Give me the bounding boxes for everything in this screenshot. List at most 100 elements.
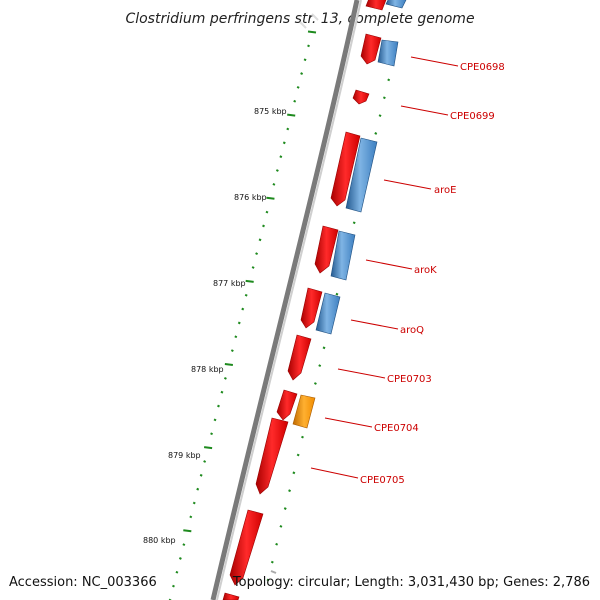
scale-label: 877 kbp — [213, 279, 246, 288]
scale-major-tick — [224, 362, 234, 366]
scale-dot — [275, 542, 279, 546]
scale-dot — [241, 307, 245, 311]
scale-dot — [288, 489, 291, 493]
gene-arrow[interactable] — [330, 131, 361, 207]
gene-arrow[interactable] — [229, 509, 264, 586]
gene-arrow[interactable] — [300, 287, 323, 329]
scale-label: 876 kbp — [234, 193, 267, 202]
gene-arrow[interactable] — [314, 225, 339, 274]
scale-dot — [210, 432, 214, 436]
scale-dot — [322, 346, 326, 350]
scale-dot — [192, 501, 196, 505]
scale-dot — [178, 557, 182, 560]
gene-label-cpe0705[interactable]: CPE0705 — [360, 475, 405, 486]
scale-label: 878 kbp — [191, 365, 224, 374]
scale-dot — [296, 453, 300, 457]
minor-marks — [270, 570, 277, 574]
blue-feature[interactable] — [385, 0, 407, 9]
scale-dot — [196, 487, 200, 491]
scale-dot — [301, 435, 304, 439]
scale-dot — [303, 58, 307, 62]
scale-dot — [378, 114, 382, 117]
gene-arrow[interactable] — [360, 33, 382, 65]
scale-dot — [244, 293, 248, 297]
scale-dot — [279, 525, 283, 528]
scale-dot — [282, 141, 286, 145]
scale-dot — [374, 132, 378, 135]
gene-arrow[interactable] — [222, 592, 240, 600]
blue-feature[interactable] — [345, 137, 378, 213]
scale-dot — [223, 376, 227, 380]
scale-dot — [234, 335, 238, 339]
gene-arrow[interactable] — [365, 0, 387, 11]
scale-dot — [265, 210, 269, 214]
scale-dot — [352, 221, 356, 225]
scale-label: 875 kbp — [254, 107, 287, 116]
gene-arrow[interactable] — [352, 89, 370, 105]
scale-dot — [189, 515, 193, 519]
scale-dot — [203, 460, 207, 463]
scale-dot — [220, 390, 224, 394]
scale-dot — [262, 224, 265, 228]
scale-dot — [387, 78, 391, 82]
scale-major-tick — [203, 446, 213, 450]
scale-dot — [307, 44, 310, 48]
scale-labels: 875 kbp 876 kbp 877 kbp 878 kbp 879 kbp … — [143, 107, 287, 545]
scale-dot — [230, 349, 234, 353]
scale-dot — [275, 169, 279, 172]
gene-label-arok[interactable]: aroK — [414, 265, 437, 276]
gene-arrow[interactable] — [287, 334, 312, 381]
scale-dot — [172, 584, 175, 588]
backbone-ring-highlight — [216, 0, 362, 600]
feature-track-inner — [222, 0, 387, 600]
gene-label-cpe0704[interactable]: CPE0704 — [374, 423, 419, 434]
scale-dot — [286, 127, 290, 131]
gene-label-cpe0699[interactable]: CPE0699 — [450, 111, 495, 122]
scale-dot — [335, 292, 339, 296]
map-title: Clostridium perfringens str. 13, complet… — [125, 11, 474, 27]
gene-labels: CPE0698 CPE0699 aroE aroK aroQ CPE0703 C… — [360, 62, 505, 486]
label-leader-lines — [310, 56, 459, 479]
scale-dot — [272, 182, 276, 186]
blue-feature[interactable] — [377, 39, 399, 67]
backbone-ring — [210, 0, 360, 600]
blue-feature[interactable] — [330, 230, 356, 281]
orange-feature[interactable] — [292, 394, 316, 429]
blue-feature[interactable] — [315, 292, 341, 335]
scale-dot — [283, 507, 287, 510]
scale-major-tick — [287, 113, 296, 117]
gene-label-aroe[interactable]: aroE — [434, 185, 456, 196]
outer-tick-ring — [299, 13, 319, 29]
accession-text: Accession: NC_003366 — [9, 575, 157, 590]
scale-major-tick — [307, 30, 317, 34]
topology-text: Topology: circular; Length: 3,031,430 bp… — [232, 575, 590, 590]
scale-dot — [182, 543, 186, 546]
scale-dot — [313, 382, 317, 385]
scale-label: 880 kbp — [143, 536, 176, 545]
scale-dot — [199, 473, 203, 477]
gene-label-cpe0698[interactable]: CPE0698 — [460, 62, 505, 73]
scale-dot — [237, 321, 241, 325]
scale-dot — [292, 471, 296, 475]
scale-dot — [296, 86, 300, 89]
scale-dot — [251, 266, 255, 269]
scale-dot — [266, 578, 270, 582]
gene-arrow[interactable] — [276, 389, 298, 421]
scale-dot — [300, 72, 304, 75]
scale-dot — [382, 96, 386, 100]
scale-track — [168, 30, 317, 600]
scale-dot — [270, 560, 274, 564]
feature-track-outer — [292, 0, 407, 429]
scale-dot — [255, 252, 259, 256]
gene-arrow[interactable] — [255, 417, 289, 495]
gene-label-cpe0703[interactable]: CPE0703 — [387, 374, 432, 385]
gene-label-aroq[interactable]: aroQ — [400, 325, 424, 336]
scale-major-tick — [183, 529, 192, 533]
scale-dot — [175, 570, 179, 574]
scale-dot — [258, 238, 262, 242]
scale-dot — [293, 99, 297, 103]
scale-dot — [213, 418, 217, 422]
scale-major-tick — [245, 279, 254, 283]
scale-major-tick — [266, 196, 275, 200]
